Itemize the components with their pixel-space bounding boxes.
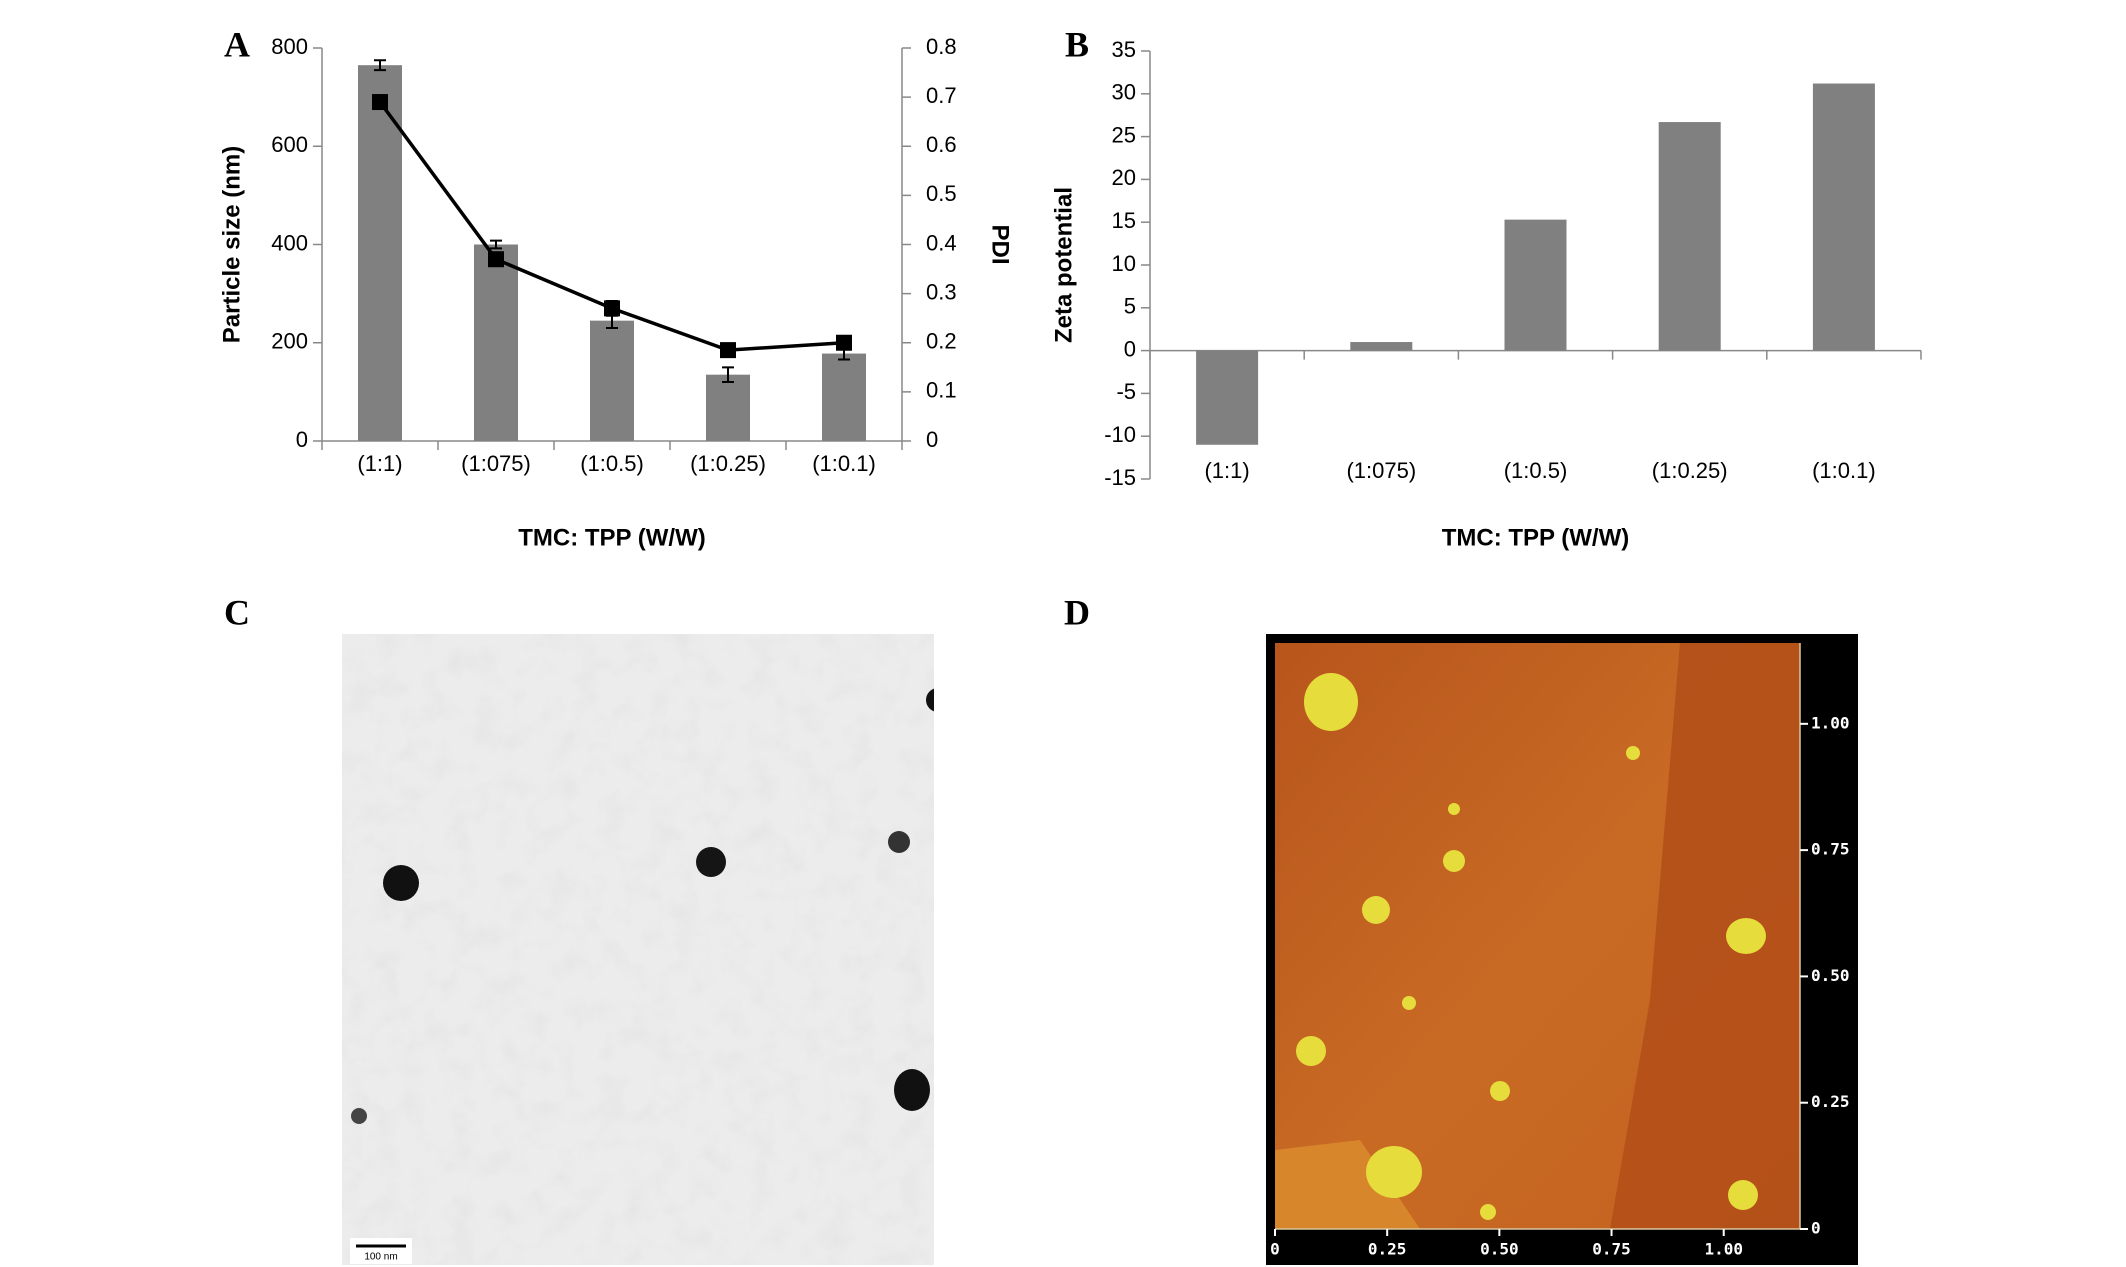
y2-tick-label: 0 (926, 427, 938, 452)
error-bar (374, 59, 386, 72)
y2-axis-title: PDI (987, 224, 1014, 264)
scale-bar-box (350, 1238, 412, 1264)
afm-particles (1296, 673, 1766, 1220)
y-tick-label: -10 (1104, 422, 1136, 447)
x-tick-label: (1:0.25) (690, 451, 766, 476)
afm-y-tick-label: 0.50 (1811, 966, 1850, 985)
bar (1658, 122, 1721, 351)
scale-bar-label: 100 nm (364, 1252, 397, 1263)
x-axis-title: TMC: TPP (W/W) (518, 524, 706, 551)
marker (836, 334, 852, 351)
marker (372, 94, 388, 111)
afm-y-tick-label: 0.75 (1811, 840, 1850, 859)
y2-tick-label: 0.1 (926, 378, 957, 403)
x-tick-label: (1:1) (1204, 458, 1249, 483)
y-tick-label: 400 (271, 230, 308, 255)
panel-label: C (224, 592, 250, 632)
y-tick-label: 25 (1112, 122, 1136, 147)
x-tick-label: (1:075) (1346, 458, 1416, 483)
panel-label: A (224, 24, 250, 64)
afm-y-tick-label: 0.25 (1811, 1092, 1850, 1111)
tem-texture (342, 634, 934, 1265)
particle (888, 831, 910, 853)
y-tick-label: 20 (1112, 165, 1136, 190)
y2-tick-label: 0.5 (926, 181, 957, 206)
y2-tick-label: 0.7 (926, 83, 957, 108)
y-tick-label: 10 (1112, 251, 1136, 276)
y-axis-title: Particle size (nm) (218, 146, 245, 343)
y2-tick-label: 0.3 (926, 279, 957, 304)
afm-x-tick-label: 0.75 (1592, 1240, 1631, 1259)
x-tick-label: (1:0.1) (1812, 458, 1876, 483)
bar (358, 65, 402, 441)
bar (590, 320, 634, 441)
y-tick-label: -5 (1116, 379, 1136, 404)
bar (1504, 219, 1567, 351)
y-tick-label: -15 (1104, 465, 1136, 490)
y2-tick-label: 0.4 (926, 230, 957, 255)
bar (706, 374, 750, 441)
y-tick-label: 30 (1112, 80, 1136, 105)
bar (1350, 342, 1413, 351)
afm-image (1266, 634, 1858, 1265)
x-axis-title: TMC: TPP (W/W) (1442, 524, 1630, 551)
error-bar (490, 239, 502, 250)
x-tick-label: (1:0.25) (1652, 458, 1728, 483)
panel-label: D (1064, 592, 1090, 632)
afm-x-tick-label: 0.25 (1368, 1240, 1407, 1259)
y-tick-label: 35 (1112, 37, 1136, 62)
y-tick-label: 0 (296, 427, 308, 452)
particle (894, 1069, 930, 1111)
particle (383, 865, 419, 901)
x-tick-label: (1:0.5) (580, 451, 644, 476)
x-tick-label: (1:075) (461, 451, 531, 476)
afm-x-tick-label: 0.50 (1480, 1240, 1519, 1259)
y-tick-label: 600 (271, 132, 308, 157)
y2-tick-label: 0.6 (926, 132, 957, 157)
bar (1812, 83, 1875, 351)
y-tick-label: 0 (1124, 336, 1136, 361)
bar (822, 353, 866, 441)
particle (351, 1108, 367, 1124)
y-axis-title: Zeta potential (1050, 187, 1077, 343)
bar (1196, 350, 1259, 445)
marker (720, 342, 736, 359)
y-tick-label: 800 (271, 34, 308, 59)
y-tick-label: 200 (271, 329, 308, 354)
particle (926, 688, 934, 712)
error-bar (722, 366, 734, 384)
afm-y-tick-label: 1.00 (1811, 713, 1850, 732)
x-tick-label: (1:1) (357, 451, 402, 476)
afm-x-tick-label: 1.00 (1704, 1240, 1743, 1259)
afm-x-tick-label: 0 (1270, 1240, 1280, 1259)
marker (604, 300, 620, 317)
afm-terrace (1610, 643, 1800, 1229)
x-tick-label: (1:0.1) (812, 451, 876, 476)
bar (474, 244, 518, 441)
y2-tick-label: 0.8 (926, 34, 957, 59)
panel-label: B (1065, 24, 1089, 64)
x-tick-label: (1:0.5) (1504, 458, 1568, 483)
y-tick-label: 15 (1112, 208, 1136, 233)
particle (696, 847, 726, 877)
y-tick-label: 5 (1124, 294, 1136, 319)
afm-y-tick-label: 0 (1811, 1219, 1821, 1238)
tem-image (342, 634, 934, 1265)
marker (488, 251, 504, 268)
y2-tick-label: 0.2 (926, 329, 957, 354)
afm-terrace (1275, 1140, 1420, 1229)
